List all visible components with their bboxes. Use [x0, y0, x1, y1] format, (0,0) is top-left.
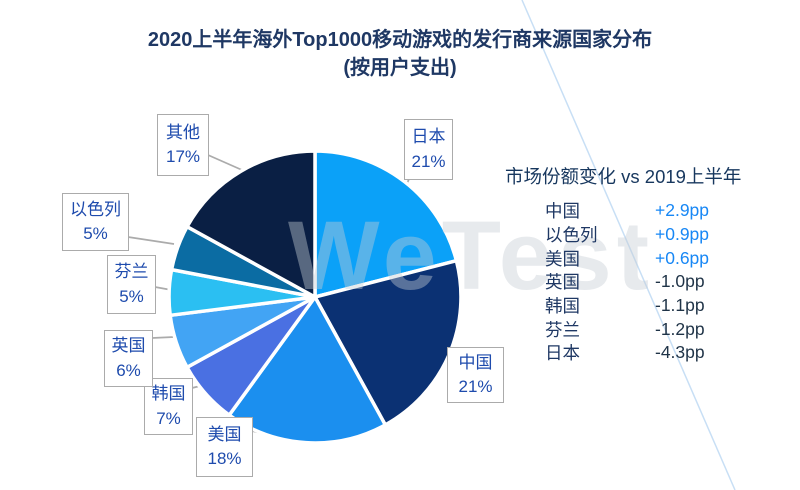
pie-label-pct: 17%: [165, 147, 201, 166]
share-change-country: 韩国: [545, 296, 580, 317]
share-change-country: 中国: [545, 201, 580, 222]
pie-label-name: 韩国: [151, 384, 186, 404]
pie-label-finland: 芬兰 5%: [107, 255, 156, 314]
pie-label-korea: 韩国 7%: [144, 378, 193, 435]
pie-label-name: 其他: [166, 122, 200, 142]
pie-label-pct: 18%: [207, 449, 242, 468]
pie-label-pct: 5%: [119, 286, 144, 306]
pie-label-other: 其他 17%: [157, 114, 209, 176]
pie-label-usa: 美国 18%: [196, 417, 253, 477]
share-change-value: +0.6pp: [655, 247, 710, 268]
share-change-value: +0.9pp: [655, 224, 710, 245]
share-change-row: 以色列 +0.9pp: [545, 223, 765, 247]
pie-wedges: [167, 149, 463, 445]
page-title-line2: (按用户支出): [343, 57, 457, 79]
pie-label-pct: 7%: [156, 408, 181, 428]
pie-slice-7: [184, 149, 317, 300]
share-change-panel-title: 市场份额变化 vs 2019上半年: [505, 166, 742, 187]
share-change-value: +2.9pp: [655, 200, 710, 221]
pie-label-israel: 以色列 5%: [62, 193, 129, 251]
share-change-country: 以色列: [545, 225, 598, 246]
share-change-row: 芬兰 -1.2pp: [545, 317, 765, 341]
share-change-country: 日本: [545, 343, 580, 364]
share-change-panel: 市场份额变化 vs 2019上半年 中国 +2.9pp 以色列 +0.9pp 美国 +0.…: [505, 163, 742, 363]
share-change-row: 韩国 -1.1pp: [545, 294, 765, 318]
share-change-value: -1.1pp: [655, 295, 705, 316]
pie-label-name: 英国: [111, 336, 146, 356]
pie-slice-0: [313, 149, 459, 300]
share-change-value: -4.3pp: [655, 342, 705, 363]
pie-label-pct: 21%: [458, 377, 493, 396]
page-title-line1: 2020上半年海外Top1000移动游戏的发行商来源国家分布: [147, 29, 653, 51]
pie-label-uk: 英国 6%: [104, 330, 153, 387]
share-change-row: 日本 -4.3pp: [545, 341, 765, 365]
share-change-country: 芬兰: [545, 319, 580, 340]
leader-israel: [127, 236, 175, 245]
share-change-row: 中国 +2.9pp: [545, 199, 765, 223]
diagonal-accent-line: [521, 0, 736, 490]
share-change-row: 美国 +0.6pp: [545, 246, 765, 270]
pie-label-name: 美国: [207, 424, 242, 444]
share-change-rows: 中国 +2.9pp 以色列 +0.9pp 美国 +0.6pp 英国 -1.0pp 韩国 -1.1p…: [545, 199, 765, 365]
pie-label-china: 中国 21%: [447, 347, 504, 403]
leader-other: [207, 154, 243, 171]
share-change-row: 英国 -1.0pp: [545, 270, 765, 294]
pie-label-name: 中国: [458, 352, 493, 372]
pie-label-name: 芬兰: [114, 262, 149, 282]
share-change-value: -1.2pp: [655, 318, 705, 339]
pie-label-name: 日本: [411, 127, 446, 147]
share-change-value: -1.0pp: [655, 271, 705, 292]
leader-uk: [151, 336, 175, 339]
share-change-country: 美国: [545, 248, 580, 269]
page-title: 2020上半年海外Top1000移动游戏的发行商来源国家分布 (按用户支出): [0, 26, 800, 82]
share-change-country: 英国: [545, 272, 580, 293]
pie-label-pct: 21%: [411, 151, 446, 171]
pie-label-name: 以色列: [70, 199, 121, 219]
pie-label-pct: 5%: [83, 224, 108, 243]
pie-label-pct: 6%: [116, 360, 141, 380]
pie-label-japan: 日本 21%: [404, 119, 453, 180]
